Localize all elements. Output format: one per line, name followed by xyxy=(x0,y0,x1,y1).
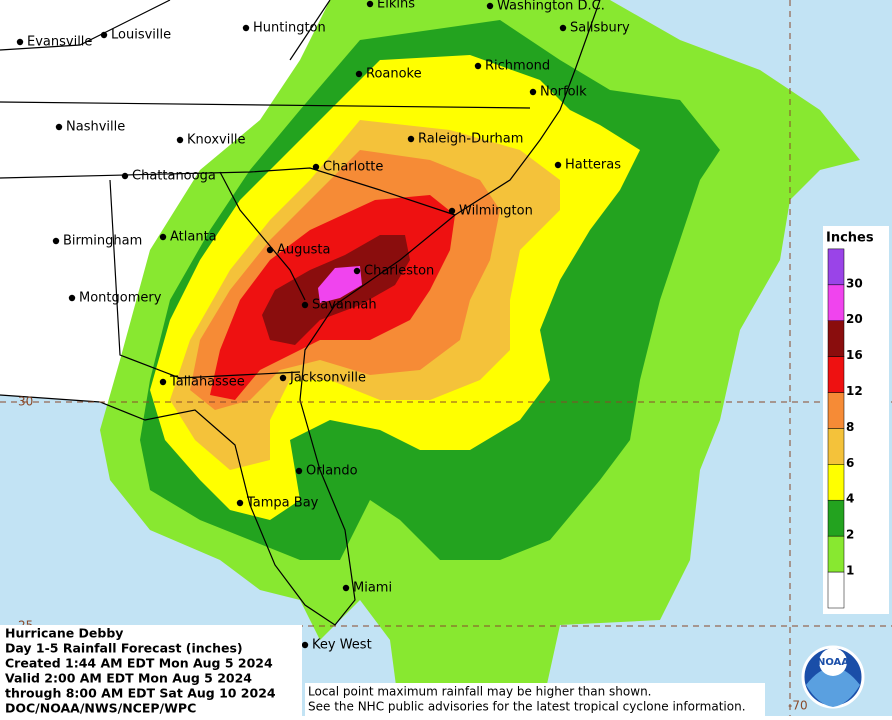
city-label: Norfolk xyxy=(540,85,587,100)
city-label: Louisville xyxy=(111,28,171,43)
city-dot xyxy=(55,123,63,131)
city-dot xyxy=(559,24,567,32)
city-dot xyxy=(236,499,244,507)
city-dot xyxy=(312,163,320,171)
rainfall xyxy=(100,0,860,716)
info-line: Hurricane Debby xyxy=(5,626,123,641)
city-dot xyxy=(68,294,76,302)
legend-label: 8 xyxy=(846,420,854,434)
legend-label: 1 xyxy=(846,564,854,578)
city-label: Miami xyxy=(353,581,392,596)
city-dot xyxy=(301,641,309,649)
legend-swatch xyxy=(827,535,845,573)
info-line: Created 1:44 AM EDT Mon Aug 5 2024 xyxy=(5,656,273,671)
legend-label: 20 xyxy=(846,312,863,326)
city-label: Huntington xyxy=(253,21,326,36)
city-label: Montgomery xyxy=(79,291,162,306)
longitude-label: -70 xyxy=(788,699,808,713)
city-label: Raleigh-Durham xyxy=(418,132,523,147)
city-dot xyxy=(266,246,274,254)
legend-swatch xyxy=(827,320,845,357)
city-label: Wilmington xyxy=(459,204,533,219)
legend-swatch xyxy=(827,356,845,393)
city-dot xyxy=(242,24,250,32)
city-label: Tallahassee xyxy=(169,375,245,390)
note-box: Local point maximum rainfall may be high… xyxy=(305,683,765,716)
city-label: Hatteras xyxy=(565,158,621,173)
city-label: Evansville xyxy=(27,35,92,50)
city-dot xyxy=(355,70,363,78)
rain-area xyxy=(318,266,362,303)
info-line: Valid 2:00 AM EDT Mon Aug 5 2024 xyxy=(5,671,252,686)
legend-label: 30 xyxy=(846,276,863,290)
city-label: Charlotte xyxy=(323,160,383,175)
logo-text: NOAA xyxy=(817,657,849,668)
city-label: Key West xyxy=(312,638,372,653)
city-dot xyxy=(279,374,287,382)
city-label: Jacksonville xyxy=(289,371,366,386)
legend-swatch xyxy=(827,392,845,429)
legend-swatch xyxy=(827,428,845,465)
info-line: through 8:00 AM EDT Sat Aug 10 2024 xyxy=(5,686,276,701)
legend-label: 2 xyxy=(846,528,854,542)
legend-swatch xyxy=(827,284,845,321)
info-line: Day 1-5 Rainfall Forecast (inches) xyxy=(5,641,243,656)
latitude-label: 30 xyxy=(18,395,33,409)
city-label: Savannah xyxy=(312,298,377,313)
city-dot xyxy=(176,136,184,144)
legend-label: 12 xyxy=(846,384,863,398)
city-dot xyxy=(159,233,167,241)
city-label: Salisbury xyxy=(570,21,630,36)
city-dot xyxy=(353,267,361,275)
city-label: Charleston xyxy=(364,264,434,279)
city-label: Orlando xyxy=(306,464,358,479)
city-dot xyxy=(474,62,482,70)
note-line: Local point maximum rainfall may be high… xyxy=(308,685,651,699)
legend-swatch xyxy=(827,464,845,501)
city-label: Washington D.C. xyxy=(497,0,605,14)
legend-swatch xyxy=(827,248,845,286)
legend-swatch xyxy=(827,499,845,537)
city-dot xyxy=(159,378,167,386)
city-label: Atlanta xyxy=(170,230,217,245)
city-label: Tampa Bay xyxy=(246,496,319,511)
legend-label: 16 xyxy=(846,348,863,362)
note-line: See the NHC public advisories for the la… xyxy=(308,700,746,714)
legend-swatch xyxy=(827,571,845,609)
city-dot xyxy=(121,172,129,180)
info-line: DOC/NOAA/NWS/NCEP/WPC xyxy=(5,701,196,716)
city-dot xyxy=(16,38,24,46)
city-label: Roanoke xyxy=(366,67,422,82)
legend-label: 6 xyxy=(846,456,854,470)
city-dot xyxy=(366,0,374,8)
city-dot xyxy=(295,467,303,475)
city-label: Chattanooga xyxy=(132,169,216,184)
city-label: Elkins xyxy=(377,0,415,12)
city-label: Richmond xyxy=(485,59,550,74)
noaa-logo: NOAA xyxy=(801,645,865,709)
city-dot xyxy=(448,207,456,215)
city-dot xyxy=(407,135,415,143)
legend-title: Inches xyxy=(826,231,874,246)
legend-label: 4 xyxy=(846,492,854,506)
city-dot xyxy=(301,301,309,309)
city-label: Knoxville xyxy=(187,133,246,148)
city-dot xyxy=(486,2,494,10)
borders xyxy=(0,0,601,626)
city-label: Augusta xyxy=(277,243,330,258)
city-dot xyxy=(529,88,537,96)
city-label: Birmingham xyxy=(63,234,142,249)
city-label: Nashville xyxy=(66,120,125,135)
city-dot xyxy=(554,161,562,169)
city-dot xyxy=(52,237,60,245)
city-dot xyxy=(342,584,350,592)
city-dot xyxy=(100,31,108,39)
